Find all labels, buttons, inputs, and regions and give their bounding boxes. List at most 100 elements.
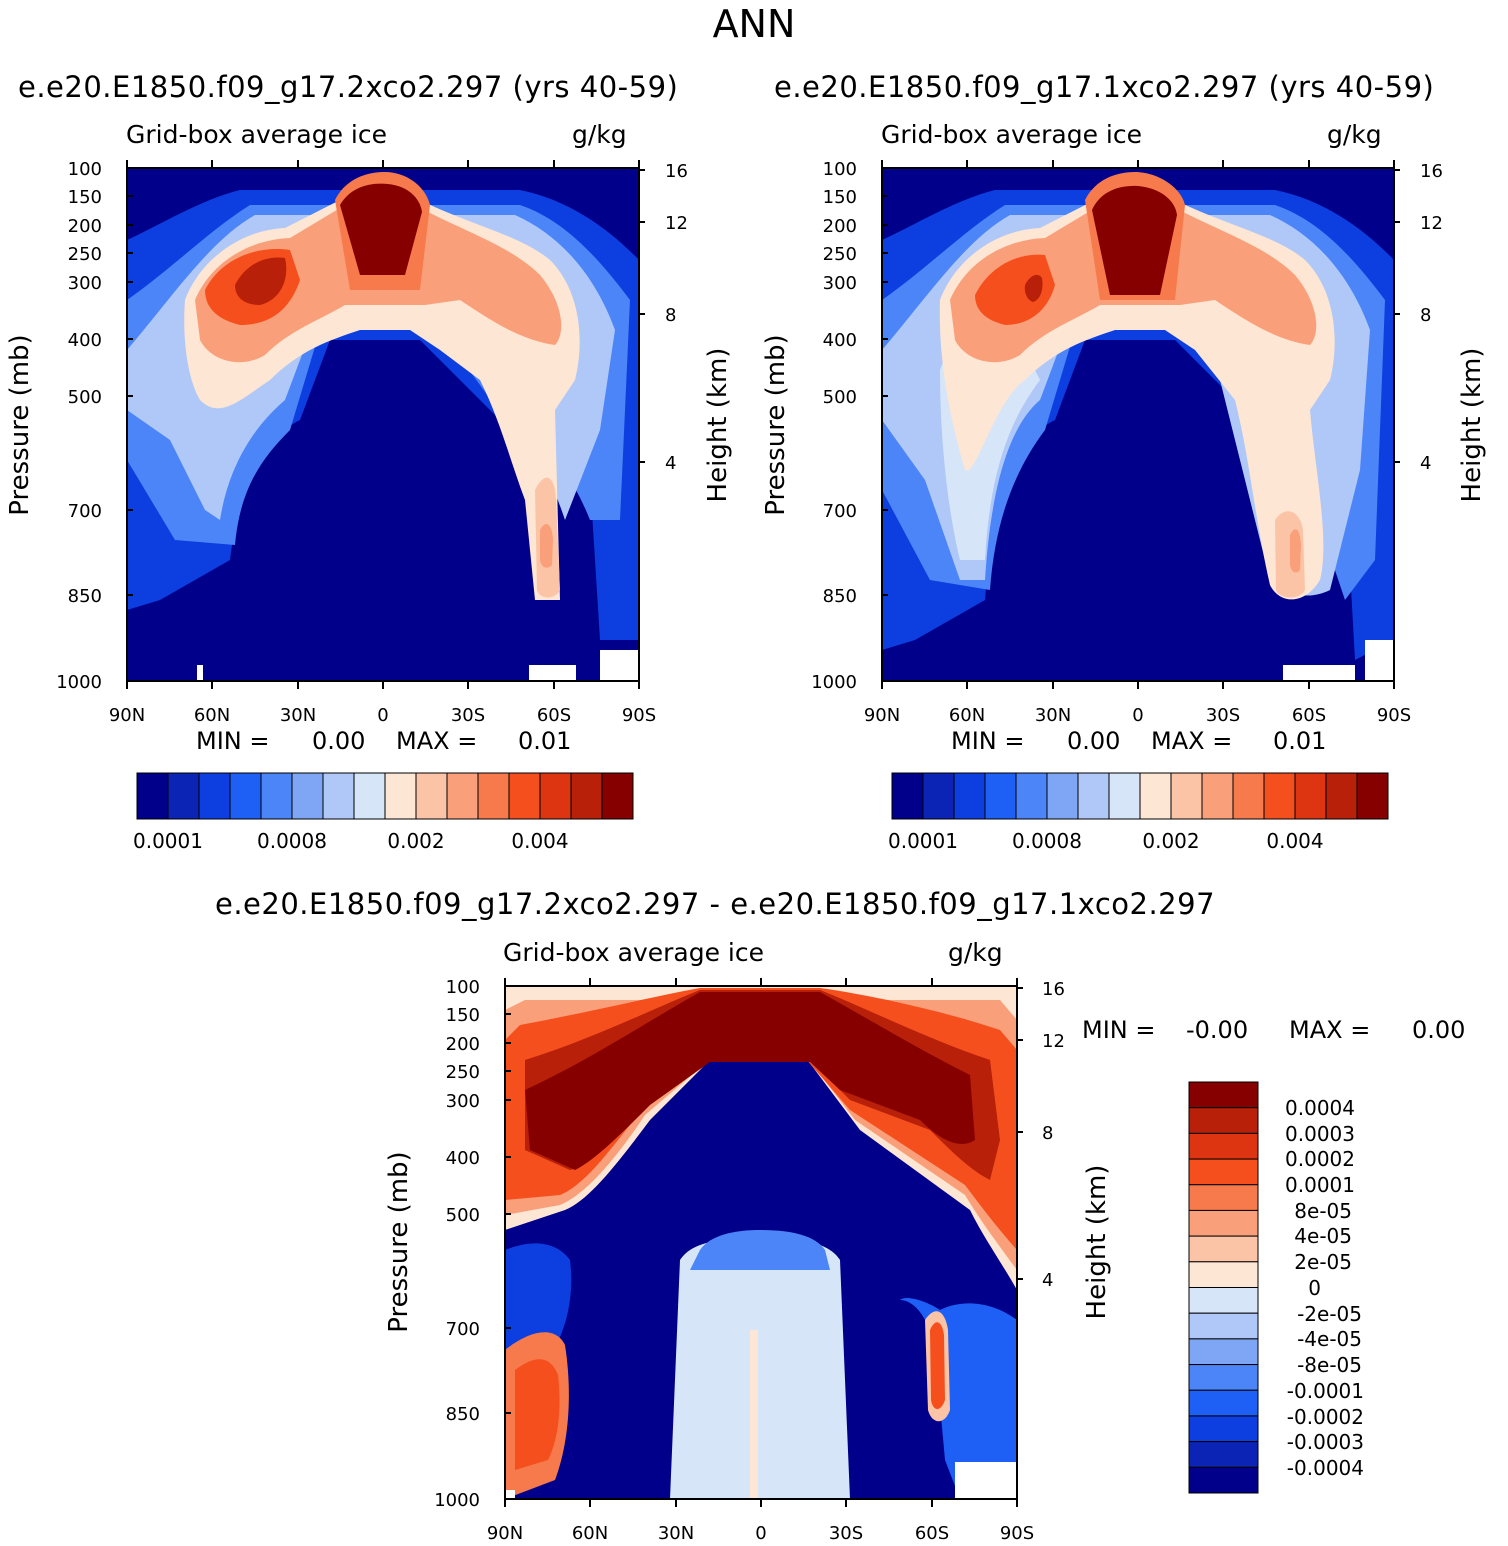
colorbar-swatch [1356, 772, 1389, 820]
colorbar-swatch [1188, 1415, 1259, 1443]
colorbar-swatch [1188, 1107, 1259, 1134]
panel1-x-tick-labels: 90N 60N 30N 0 30S 60S 90S [109, 705, 656, 726]
colorbar-swatch [1188, 1441, 1259, 1468]
panel2-htick-12: 12 [1420, 213, 1443, 234]
panel1-xtick-90s: 90S [622, 705, 656, 726]
panel1-colorbar [136, 772, 634, 820]
colorbar-swatch [477, 772, 510, 820]
panel3-colorbar [1188, 1081, 1259, 1494]
colorbar-swatch [953, 772, 986, 820]
colorbar-swatch [1188, 1364, 1259, 1391]
panel2-xtick-90n: 90N [864, 705, 900, 726]
panel3-xtick-60s: 60S [915, 1523, 949, 1544]
panel2-frame [881, 167, 1395, 682]
panel1-htick-16: 16 [665, 161, 688, 182]
panel3-ytick-400: 400 [446, 1148, 480, 1169]
panel2-cbar-label-3: 0.002 [1142, 829, 1199, 853]
colorbar-swatch [136, 772, 169, 820]
panel3-cbar-label-2: 0.0003 [1285, 1122, 1355, 1146]
panel3-xtick-90n: 90N [487, 1523, 523, 1544]
colorbar-swatch [1046, 772, 1079, 820]
colorbar-swatch [891, 772, 924, 820]
colorbar-swatch [322, 772, 355, 820]
colorbar-swatch [1188, 1261, 1259, 1288]
colorbar-swatch [922, 772, 955, 820]
panel2-xtick-0: 0 [1132, 705, 1143, 726]
panel3-height-axis-label: Height (km) [1082, 1164, 1112, 1320]
panel2-ytick-200: 200 [823, 216, 857, 237]
panel1-ytick-200: 200 [68, 216, 102, 237]
panel1-title: e.e20.E1850.f09_g17.2xco2.297 (yrs 40-59… [18, 70, 679, 104]
panel3-field-label: Grid-box average ice [503, 938, 764, 967]
panel1-height-tick-labels: 16 12 8 4 [665, 161, 688, 474]
panel1-htick-4: 4 [665, 453, 676, 474]
panel3-cbar-label-12: -0.0001 [1287, 1379, 1364, 1403]
panel2-colorbar-labels: 0.0001 0.0008 0.002 0.004 [888, 829, 1324, 853]
panel1-cbar-label-1: 0.0001 [133, 829, 203, 853]
panel1-cbar-label-3: 0.002 [387, 829, 444, 853]
panel3-min-value: -0.00 [1186, 1016, 1249, 1044]
panel1-ytick-500: 500 [68, 387, 102, 408]
panel3-cbar-label-11: -8e-05 [1297, 1353, 1362, 1377]
panel3-xtick-60n: 60N [572, 1523, 608, 1544]
panel1-ytick-700: 700 [68, 501, 102, 522]
colorbar-swatch [1188, 1287, 1259, 1314]
panel3-title: e.e20.E1850.f09_g17.2xco2.297 - e.e20.E1… [215, 887, 1216, 921]
panel3-htick-12: 12 [1042, 1031, 1065, 1052]
panel2-max-label: MAX = [1151, 727, 1233, 755]
colorbar-swatch [1294, 772, 1327, 820]
colorbar-swatch [415, 772, 448, 820]
colorbar-swatch [1188, 1158, 1259, 1186]
colorbar-swatch [1188, 1235, 1259, 1263]
panel3-max-value: 0.00 [1412, 1016, 1466, 1044]
panel3-cbar-label-9: -2e-05 [1297, 1302, 1362, 1326]
panel2-xtick-60s: 60S [1292, 705, 1326, 726]
colorbar-swatch [1015, 772, 1048, 820]
panel2-ytick-500: 500 [823, 387, 857, 408]
panel1-ticks [126, 160, 645, 689]
panel3-min-label: MIN = [1082, 1016, 1156, 1044]
panel1-htick-8: 8 [665, 305, 676, 326]
panel2-xtick-60n: 60N [949, 705, 985, 726]
panel3-colorbar-labels: 0.0004 0.0003 0.0002 0.0001 8e-05 4e-05 … [1285, 1096, 1364, 1480]
panel2-xtick-90s: 90S [1377, 705, 1411, 726]
panel1-frame [126, 167, 640, 682]
panel3-x-tick-labels: 90N 60N 30N 0 30S 60S 90S [487, 1523, 1034, 1544]
panel2-contours [882, 168, 1394, 681]
colorbar-swatch [1077, 772, 1110, 820]
panel2-min-value: 0.00 [1067, 727, 1121, 755]
panel3-cbar-label-10: -4e-05 [1297, 1327, 1362, 1351]
panel2-max-value: 0.01 [1273, 727, 1327, 755]
panel3-xtick-30s: 30S [829, 1523, 863, 1544]
colorbar-swatch [1188, 1081, 1259, 1109]
panel3-ytick-850: 850 [446, 1404, 480, 1425]
panel1-ytick-1000: 1000 [56, 672, 102, 693]
panel1-ytick-400: 400 [68, 330, 102, 351]
panel2-ticks [881, 160, 1400, 689]
panel2-ytick-300: 300 [823, 273, 857, 294]
colorbar-swatch [1139, 772, 1172, 820]
panel3-height-tick-labels: 16 12 8 4 [1042, 979, 1065, 1291]
panel1-max-value: 0.01 [518, 727, 572, 755]
panel1-min-label: MIN = [196, 727, 270, 755]
panel3-cbar-label-13: -0.0002 [1287, 1405, 1364, 1429]
colorbar-swatch [1188, 1312, 1259, 1340]
colorbar-swatch [1201, 772, 1234, 820]
colorbar-swatch [984, 772, 1017, 820]
panel2-ytick-850: 850 [823, 586, 857, 607]
panel2-units-label: g/kg [1327, 120, 1382, 149]
figure-title: ANN [712, 2, 796, 46]
panel3-cbar-label-4: 0.0001 [1285, 1173, 1355, 1197]
panel2-field-label: Grid-box average ice [881, 120, 1142, 149]
panel2-cbar-label-1: 0.0001 [888, 829, 958, 853]
colorbar-swatch [446, 772, 479, 820]
colorbar-swatch [539, 772, 572, 820]
colorbar-swatch [353, 772, 386, 820]
panel3-ytick-300: 300 [446, 1091, 480, 1112]
panel2-xtick-30n: 30N [1035, 705, 1071, 726]
panel3-max-label: MAX = [1289, 1016, 1371, 1044]
colorbar-swatch [291, 772, 324, 820]
panel3-cbar-label-15: -0.0004 [1287, 1456, 1364, 1480]
panel1-height-axis-label: Height (km) [703, 347, 733, 503]
